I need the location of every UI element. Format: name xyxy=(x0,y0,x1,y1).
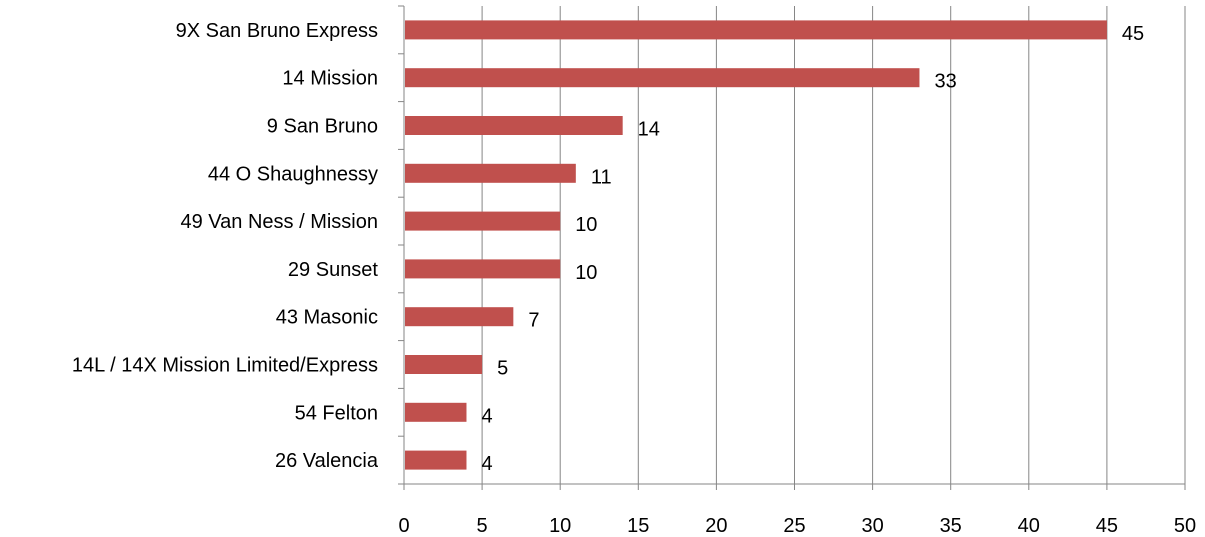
bar xyxy=(405,20,1107,40)
bar xyxy=(405,211,561,231)
x-tick-label: 5 xyxy=(477,515,488,537)
category-label: 44 O Shaughnessy xyxy=(208,163,378,185)
category-label: 26 Valencia xyxy=(275,450,379,472)
x-tick-label: 35 xyxy=(940,515,962,537)
data-label: 14 xyxy=(638,119,660,141)
category-label: 43 Masonic xyxy=(276,307,378,329)
bar xyxy=(405,355,483,374)
x-tick-label: 50 xyxy=(1174,515,1196,537)
data-label: 7 xyxy=(528,310,539,332)
data-label: 10 xyxy=(575,262,597,284)
x-tick-label: 15 xyxy=(627,515,649,537)
bar xyxy=(405,259,561,279)
data-label: 5 xyxy=(497,358,508,380)
data-label: 4 xyxy=(481,405,492,427)
category-label: 14L / 14X Mission Limited/Express xyxy=(72,355,378,377)
x-tick-label: 30 xyxy=(861,515,883,537)
data-labels: 45 33 14 11 10 10 7 5 4 4 xyxy=(481,23,1144,475)
x-tick-label: 0 xyxy=(398,515,409,537)
bar-series xyxy=(405,20,1107,470)
bar xyxy=(405,68,920,88)
x-tick-label: 20 xyxy=(705,515,727,537)
x-tick-labels: 0 5 10 15 20 25 30 35 40 45 50 xyxy=(398,515,1196,537)
category-labels: 9X San Bruno Express 14 Mission 9 San Brun… xyxy=(72,20,379,472)
data-label: 11 xyxy=(591,166,612,188)
category-label: 49 Van Ness / Mission xyxy=(181,211,379,233)
data-label: 4 xyxy=(481,453,492,475)
data-label: 33 xyxy=(934,71,956,93)
x-tick-label: 25 xyxy=(783,515,805,537)
bar xyxy=(405,450,467,470)
data-label: 10 xyxy=(575,214,597,236)
x-tick-label: 45 xyxy=(1096,515,1118,537)
category-label: 14 Mission xyxy=(282,68,378,90)
category-label: 9 San Bruno xyxy=(267,116,378,138)
bar xyxy=(405,116,623,135)
category-label: 29 Sunset xyxy=(288,259,379,281)
bar xyxy=(405,402,467,422)
x-tick-label: 10 xyxy=(549,515,571,537)
axes xyxy=(398,5,1186,490)
bar xyxy=(405,307,514,327)
category-label: 9X San Bruno Express xyxy=(176,20,378,42)
bar xyxy=(405,163,576,183)
data-label: 45 xyxy=(1122,23,1144,45)
category-label: 54 Felton xyxy=(295,402,378,424)
x-tick-label: 40 xyxy=(1018,515,1040,537)
